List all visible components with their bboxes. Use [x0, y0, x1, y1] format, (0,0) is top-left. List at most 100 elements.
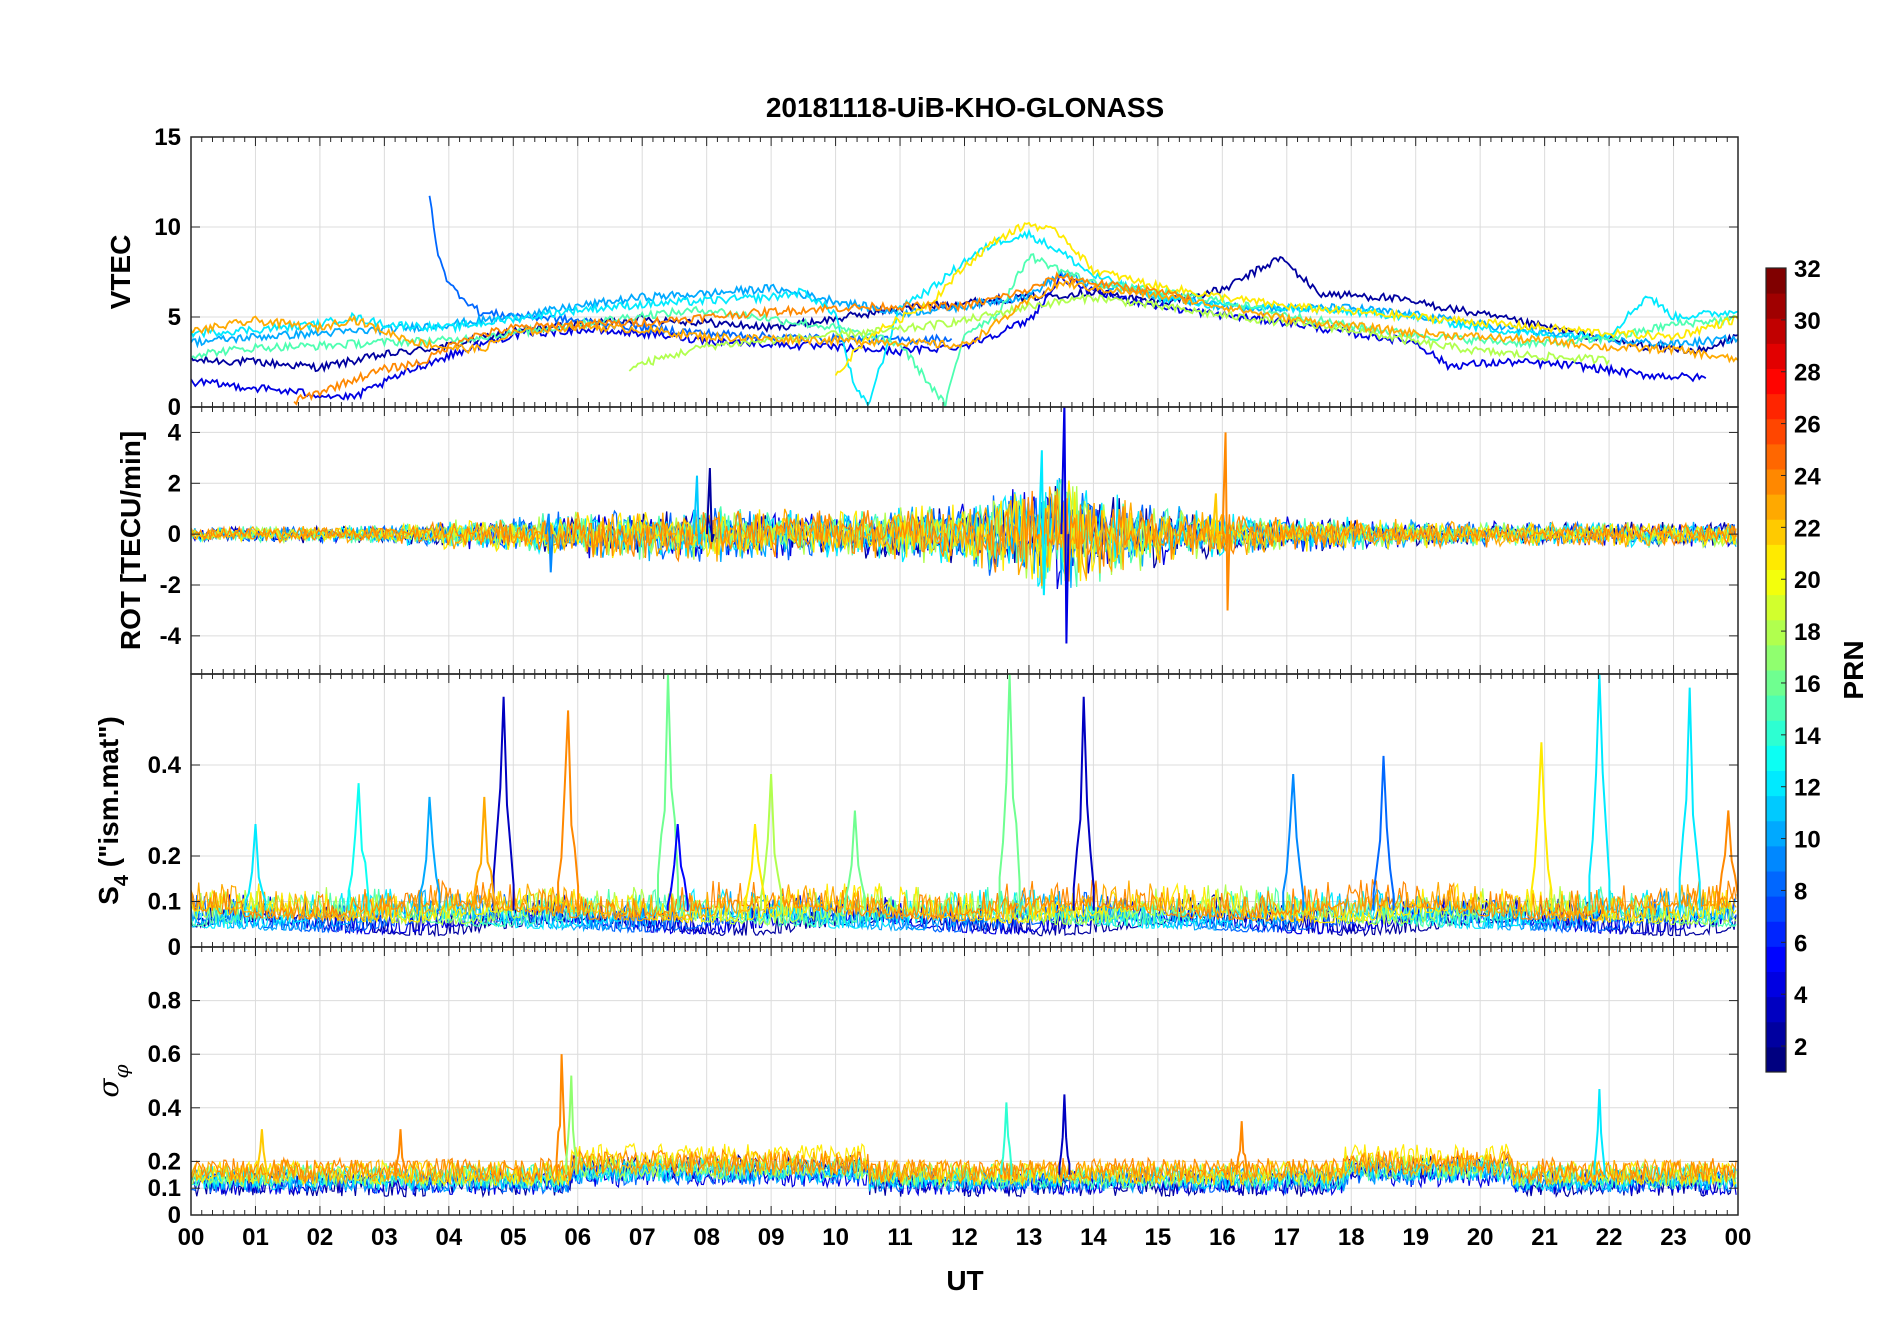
- y-tick-label: 10: [154, 214, 181, 241]
- y-tick-label: 2: [168, 470, 181, 497]
- x-tick-label: 07: [629, 1224, 656, 1251]
- vtec-series-prn-21: [834, 221, 1738, 376]
- y-tick-label: 5: [168, 304, 181, 331]
- colorbar-frame: [1765, 267, 1787, 1073]
- s4-spike-prn-12: [1588, 674, 1611, 911]
- s4-series-prn-21: [191, 882, 1737, 925]
- x-tick-label: 03: [371, 1224, 398, 1251]
- s4-spike-prn-16: [998, 674, 1021, 911]
- s4-series-prn-23: [191, 880, 1737, 923]
- y-tick-label: 0: [168, 394, 181, 421]
- rot-series-prn-23: [191, 486, 1737, 587]
- vtec-data: [191, 195, 1738, 407]
- x-tick-label: 04: [435, 1224, 462, 1251]
- y-tick-label: 0.2: [148, 843, 181, 870]
- s4-spike-prn-5: [666, 824, 689, 911]
- sigma_phi-spike-prn-3: [1058, 1094, 1071, 1175]
- y-tick-label: 0.4: [148, 752, 182, 779]
- s4-spike-prn-9: [1282, 774, 1305, 911]
- colorbar-segment: [1766, 1046, 1786, 1073]
- y-tick-label: 0.1: [148, 889, 181, 916]
- rot-spike-prn-11: [692, 475, 702, 545]
- s4-spike-prn-13: [347, 783, 370, 911]
- rot-spike-prn-4: [1060, 407, 1070, 644]
- x-tick-label: 01: [242, 1224, 269, 1251]
- x-tick-label: 18: [1338, 1224, 1365, 1251]
- rot-spike-prn-22: [1211, 493, 1221, 550]
- x-tick-label: 13: [1016, 1224, 1043, 1251]
- s4-data: [191, 674, 1738, 938]
- colorbar-segment: [1766, 569, 1786, 596]
- colorbar-tick-label: 18: [1794, 619, 1821, 646]
- colorbar-segment: [1766, 1021, 1786, 1048]
- colorbar-tick-label: 20: [1794, 567, 1821, 594]
- y-axis-label: S4 ("ism.mat"): [93, 716, 133, 905]
- s4-spike-prn-3: [1072, 696, 1095, 911]
- rot-series-prn-24: [191, 490, 1737, 582]
- colorbar-segment: [1766, 469, 1786, 495]
- panel-rot: -4 -2 0 2 4 ROT [TECU/min]: [115, 406, 1739, 675]
- s4-spike-prn-21: [743, 824, 767, 911]
- colorbar-segment: [1766, 343, 1786, 369]
- panel-vtec: 0 5 10 15 VTEC: [105, 124, 1739, 421]
- x-tick-label: 02: [307, 1224, 334, 1251]
- x-tick-label: 06: [564, 1224, 591, 1251]
- x-tick-label: 12: [951, 1224, 978, 1251]
- y-tick-label: 4: [168, 419, 182, 446]
- y-tick-label: 0.4: [148, 1095, 182, 1122]
- rot-spike-prn-24: [1221, 432, 1231, 611]
- s4-series-prn-24: [191, 878, 1737, 922]
- colorbar-segment: [1766, 871, 1786, 897]
- colorbar-segment: [1766, 795, 1786, 822]
- s4-spike-prn-12: [1678, 687, 1701, 911]
- rot-series-prn-21: [191, 480, 1737, 586]
- colorbar-segment: [1766, 996, 1786, 1023]
- vtec-series-prn-24: [293, 271, 1191, 406]
- y-axis-label: VTEC: [105, 235, 136, 310]
- y-tick-label: -2: [160, 572, 181, 599]
- y-tick-label: 0.8: [148, 988, 181, 1015]
- s4-spike-prn-3: [492, 696, 515, 911]
- y-tick-label: 15: [154, 124, 181, 151]
- sigma_phi-data: [191, 1054, 1737, 1199]
- colorbar-segment: [1766, 770, 1786, 797]
- colorbar-segment: [1766, 368, 1786, 395]
- colorbar-tick-label: 8: [1794, 878, 1807, 905]
- colorbar-tick-label: 6: [1794, 930, 1807, 957]
- s4-spike-prn-24: [557, 710, 580, 911]
- s4-spike-prn-21: [1530, 742, 1553, 911]
- colorbar-tick-label: 26: [1794, 412, 1821, 439]
- x-axis-label: UT: [946, 1265, 983, 1296]
- y-tick-label: 0.2: [148, 1148, 181, 1175]
- colorbar-segment: [1766, 293, 1786, 319]
- panel-s4: 0 0.1 0.2 0.4 S4 ("ism.mat"): [93, 673, 1739, 961]
- colorbar-segment: [1766, 318, 1786, 344]
- y-tick-label: 0: [168, 1202, 181, 1229]
- colorbar-segment: [1766, 896, 1786, 922]
- y-tick-label: 0: [168, 521, 181, 548]
- sigma_phi-spike-prn-22: [255, 1129, 268, 1175]
- colorbar-tick-label: 10: [1794, 827, 1821, 854]
- x-tick-label: 15: [1145, 1224, 1172, 1251]
- x-tick-label: 09: [758, 1224, 785, 1251]
- s4-spike-prn-16: [656, 674, 680, 911]
- colorbar-tick-label: 28: [1794, 360, 1821, 387]
- colorbar-tick-label: 4: [1794, 982, 1808, 1009]
- sigma_phi-spike-prn-24: [394, 1129, 407, 1175]
- y-tick-label: 0.1: [148, 1175, 181, 1202]
- vtec-series-prn-12: [191, 228, 1738, 407]
- s4-spike-prn-10: [418, 796, 441, 911]
- colorbar-segment: [1766, 720, 1786, 746]
- x-tick-label: 17: [1273, 1224, 1300, 1251]
- colorbar-segment: [1766, 519, 1786, 545]
- x-tick-label: 00: [1725, 1224, 1752, 1251]
- y-axis-label: σφ: [92, 1064, 133, 1097]
- s4-spike-prn-12: [244, 824, 267, 911]
- colorbar-segment: [1766, 695, 1786, 721]
- s4-spike-prn-24: [1717, 810, 1738, 911]
- colorbar-segment: [1766, 494, 1786, 520]
- colorbar-tick-label: 12: [1794, 775, 1821, 802]
- colorbar-segment: [1766, 946, 1786, 972]
